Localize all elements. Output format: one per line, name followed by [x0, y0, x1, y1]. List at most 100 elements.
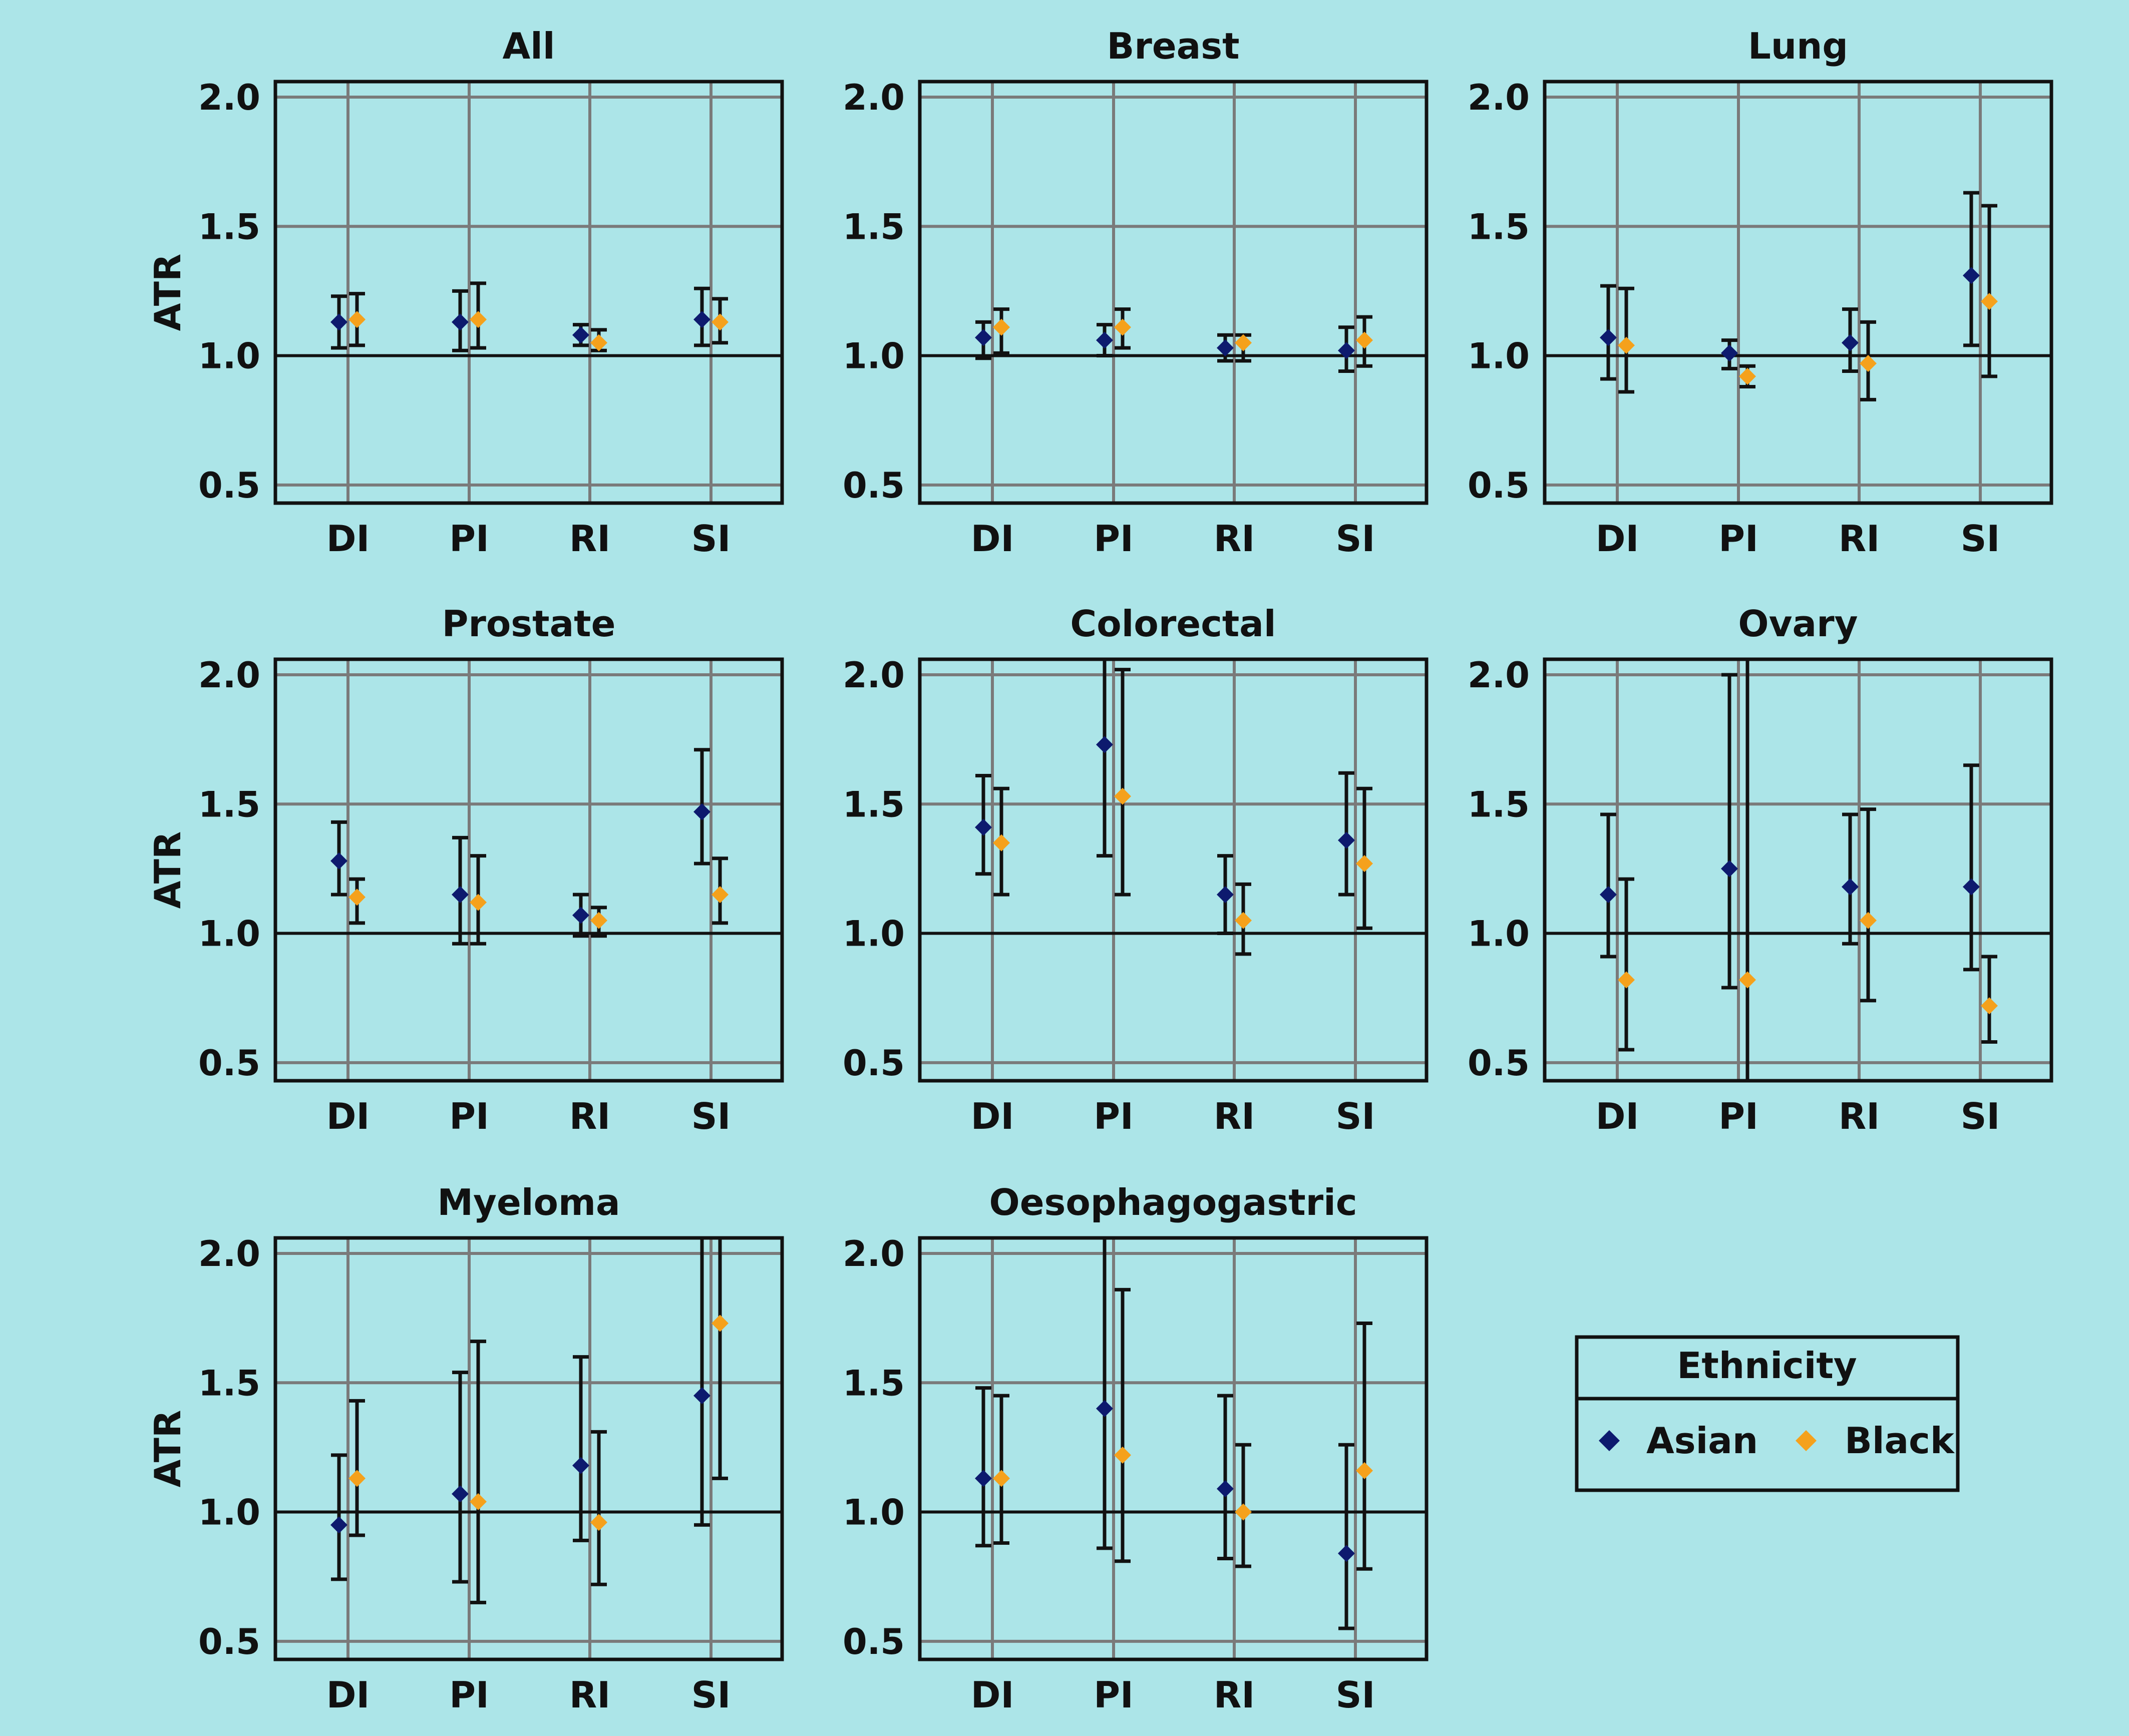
y-tick-label: 1.5 [843, 206, 905, 247]
panel-myeloma: Myeloma 0.5 1.0 1.5 2.0 DI PI RI SI ATR [147, 1181, 784, 1716]
point-black-si [712, 1315, 729, 1332]
data-layer [1600, 191, 1998, 401]
point-asian-pi [452, 1485, 469, 1503]
point-asian-si [693, 311, 711, 328]
point-asian-ri [572, 1457, 589, 1474]
legend-label-black: Black [1845, 1420, 1955, 1462]
point-asian-pi [1721, 860, 1738, 878]
x-tick-label: DI [971, 1095, 1014, 1137]
panel-title: All [502, 25, 555, 67]
x-tick-label: DI [1596, 1095, 1639, 1137]
panel-title: Oesophagogastric [989, 1181, 1357, 1223]
y-tick-label: 1.5 [843, 784, 905, 825]
data-layer [330, 281, 729, 352]
point-asian-ri [572, 326, 589, 344]
x-tick-label: RI [569, 1674, 610, 1716]
y-tick-label: 1.0 [198, 1492, 260, 1533]
y-tick-label: 0.5 [843, 1621, 905, 1662]
point-asian-ri [1217, 886, 1234, 904]
y-axis-label: ATR [147, 254, 189, 331]
point-black-di [993, 318, 1010, 336]
x-tick-label: SI [691, 1674, 731, 1716]
point-asian-di [975, 329, 992, 346]
panel-oesophagogastric: Oesophagogastric 0.5 1.0 1.5 2.0 DI PI RI SI [843, 1181, 1429, 1716]
point-black-pi [1114, 318, 1131, 336]
plot-area [920, 1238, 1427, 1659]
point-black-ri [590, 334, 607, 351]
panel-lung: Lung 0.5 1.0 1.5 2.0 DI PI RI SI [1468, 25, 2053, 560]
point-black-si [1981, 997, 1998, 1015]
panel-title: Lung [1748, 25, 1848, 67]
plot-area [1545, 659, 2051, 1081]
panels: All 0.5 1.0 1.5 2.0 DI PI RI SI ATR Breast 0.5 1.0 1.… [147, 25, 2053, 1716]
y-tick-label: 1.5 [198, 1363, 260, 1404]
point-black-di [1618, 971, 1635, 989]
y-tick-label: 1.0 [198, 336, 260, 377]
x-tick-label: SI [1961, 1095, 2000, 1137]
x-tick-label: PI [1094, 518, 1134, 560]
point-asian-pi [452, 313, 469, 331]
point-asian-si [693, 1387, 711, 1405]
plot-frame [918, 80, 1429, 505]
y-tick-label: 2.0 [198, 655, 260, 696]
y-axis-label: ATR [147, 1410, 189, 1488]
x-tick-label: PI [449, 1674, 489, 1716]
point-black-si [1356, 855, 1373, 873]
x-tick-label: RI [1214, 1095, 1255, 1137]
y-tick-label: 1.5 [198, 784, 260, 825]
plot-frame [918, 1236, 1429, 1661]
plot-frame [1543, 657, 2053, 1083]
y-tick-label: 2.0 [843, 77, 905, 118]
point-black-ri [1860, 912, 1877, 929]
point-asian-pi [1096, 1400, 1113, 1417]
panel-ovary: Ovary 0.5 1.0 1.5 2.0 DI PI RI SI [1468, 603, 2053, 1137]
y-tick-label: 1.0 [843, 914, 905, 955]
point-asian-di [330, 1516, 347, 1534]
y-tick-label: 0.5 [843, 465, 905, 506]
x-tick-label: RI [1214, 1674, 1255, 1716]
x-tick-label: RI [1839, 518, 1880, 560]
plot-frame [273, 657, 784, 1083]
x-tick-label: SI [1961, 518, 2000, 560]
x-tick-label: SI [1336, 1095, 1375, 1137]
y-tick-label: 0.5 [198, 1621, 260, 1662]
point-asian-ri [1842, 334, 1859, 351]
data-layer [330, 748, 729, 946]
point-black-ri [1860, 355, 1877, 372]
x-tick-label: RI [569, 518, 610, 560]
panel-title: Colorectal [1070, 603, 1276, 645]
y-tick-label: 2.0 [198, 1233, 260, 1274]
point-black-ri [590, 912, 607, 929]
x-tick-label: SI [691, 1095, 731, 1137]
point-asian-di [1600, 886, 1617, 904]
y-tick-label: 2.0 [198, 77, 260, 118]
panel-all: All 0.5 1.0 1.5 2.0 DI PI RI SI ATR [147, 25, 784, 560]
point-asian-pi [452, 886, 469, 904]
point-asian-si [693, 803, 711, 820]
x-tick-label: PI [1094, 1674, 1134, 1716]
point-asian-di [330, 313, 347, 331]
x-tick-label: PI [449, 1095, 489, 1137]
x-tick-label: PI [449, 518, 489, 560]
point-asian-si [1963, 267, 1980, 284]
y-tick-label: 0.5 [198, 1043, 260, 1084]
point-black-pi [470, 1493, 487, 1510]
point-black-di [993, 1470, 1010, 1487]
point-asian-ri [1217, 339, 1234, 357]
point-asian-si [1338, 1545, 1355, 1562]
y-tick-label: 1.0 [198, 914, 260, 955]
point-black-di [348, 889, 366, 906]
plot-area [275, 1238, 782, 1659]
legend: Ethnicity Asian Black [1575, 1335, 1960, 1492]
legend-title: Ethnicity [1677, 1345, 1857, 1387]
x-tick-label: DI [971, 518, 1014, 560]
y-tick-label: 1.5 [843, 1363, 905, 1404]
y-tick-label: 1.0 [843, 1492, 905, 1533]
y-tick-label: 2.0 [1468, 77, 1530, 118]
x-tick-label: DI [326, 1674, 370, 1716]
y-tick-label: 2.0 [843, 1233, 905, 1274]
y-tick-label: 1.5 [198, 206, 260, 247]
point-black-ri [1235, 912, 1252, 929]
point-black-pi [1114, 787, 1131, 805]
data-layer [330, 1238, 729, 1604]
